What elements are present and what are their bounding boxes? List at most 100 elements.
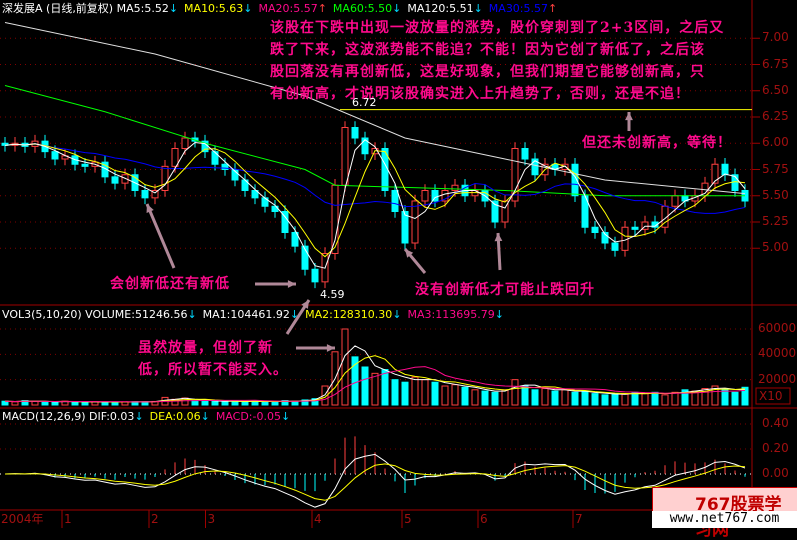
candle-body (491, 200, 499, 223)
arrow-down-icon: ↓ (280, 410, 291, 423)
candle-body (141, 190, 149, 199)
arrow-head-icon (494, 233, 503, 242)
candle-body (171, 148, 179, 167)
legend-label: MACD(12,26,9) DIF:0.03 (2, 410, 135, 423)
volume-bar (71, 401, 79, 406)
volume-bar (111, 401, 119, 406)
arrow-head-icon (405, 249, 414, 258)
candle-body (181, 137, 189, 149)
volume-bar (551, 390, 559, 406)
candle-body (591, 226, 599, 233)
legend-label: MA2:128310.30 (305, 308, 393, 321)
arrow-head-icon (146, 204, 154, 213)
candle-body (501, 200, 509, 223)
legend-item: VOL3(5,10,20) VOLUME:51246.56↓ (2, 308, 197, 321)
volume-bar (671, 391, 679, 406)
note-volume-2: 低，所以暂不能买入。 (138, 362, 288, 378)
tick-label: 5.75 (762, 161, 789, 176)
volume-bar (241, 401, 249, 406)
candle-body (151, 190, 159, 199)
tick-label: 0.20 (762, 441, 789, 455)
candle-body (571, 163, 579, 197)
arrow-down-icon: ↓ (200, 410, 210, 423)
volume-bar (681, 389, 689, 406)
note-new-low: 会创新低还有新低 (110, 276, 230, 292)
legend-item: DEA:0.06↓ (150, 410, 210, 423)
volume-bar (81, 401, 89, 406)
candle-body (251, 190, 259, 199)
volume-bar (471, 389, 479, 406)
legend-item: MA20:5.57↑ (258, 2, 326, 15)
ma120-line (4, 22, 746, 195)
volume-bar (571, 391, 579, 406)
volume-bar (511, 379, 519, 406)
vol-ma3-line (4, 366, 746, 403)
candle-body (401, 211, 409, 244)
legend-label: DEA:0.06 (149, 410, 201, 423)
volume-bar (341, 328, 349, 406)
volume-bar (311, 398, 319, 406)
candle-body (211, 151, 219, 165)
candle-body (721, 163, 729, 176)
main-annotation-line: 跌了下来，这波涨势能不能追？不能！因为它创了新低了，之后该 (270, 42, 705, 58)
volume-bar (741, 386, 749, 406)
arrow-down-icon: ↓ (289, 308, 300, 321)
candle-body (601, 232, 609, 244)
tick-label: 20000 (758, 371, 797, 386)
tick-label: 4 (314, 512, 322, 526)
volume-bar (201, 400, 209, 406)
volume-bar (351, 356, 359, 406)
arrow-down-icon: ↓ (187, 308, 197, 321)
legend-item: MA120:5.51↓ (407, 2, 482, 15)
legend-item: MA3:113695.79↓ (408, 308, 504, 321)
tick-label: 6.50 (762, 82, 789, 97)
volume-bar (561, 389, 569, 406)
arrow-head-icon (326, 344, 335, 352)
volume-bar (271, 401, 279, 406)
tick-label: 40000 (758, 346, 797, 361)
watermark-logo: 767股票学习网 (652, 487, 797, 540)
candle-body (441, 190, 449, 202)
legend-label: MA20:5.57 (258, 2, 318, 15)
candle-body (711, 163, 719, 184)
volume-header: VOL3(5,10,20) VOLUME:51246.56↓ MA1:104461… (2, 308, 510, 321)
note-volume-1: 虽然放量，但创了新 (138, 340, 273, 356)
tick-label: 7 (575, 512, 583, 526)
arrow-up-icon: ↑ (548, 2, 558, 15)
candle-body (291, 232, 299, 247)
volume-bar (621, 393, 629, 406)
note-no-new-high: 但还未创新高，等待！ (582, 135, 732, 151)
candle-body (411, 200, 419, 244)
volume-bar (651, 391, 659, 406)
volume-bar (731, 391, 739, 406)
legend-label: MA5:5.52 (116, 2, 169, 15)
candle-body (421, 190, 429, 202)
price-header: 深发展A (日线,前复权) MA5:5.52↓ MA10:5.63↓ MA20:5.… (2, 2, 563, 15)
arrow-head-icon (301, 300, 309, 309)
arrow-down-icon: ↓ (392, 2, 402, 15)
volume-bar (491, 391, 499, 406)
volume-bar (361, 366, 369, 406)
arrow-down-icon: ↓ (134, 410, 144, 423)
ma30-line (4, 143, 746, 214)
tick-label: 5 (404, 512, 412, 526)
volume-bar (721, 389, 729, 406)
volume-bar (21, 400, 29, 406)
volume-bar (601, 394, 609, 406)
candle-body (101, 161, 109, 178)
volume-bar (31, 400, 39, 406)
tick-label: 3 (207, 512, 216, 526)
arrow-down-icon: ↓ (473, 2, 483, 15)
high-price-label: 6.72 (352, 96, 377, 109)
legend-item: MA2:128310.30↓ (305, 308, 401, 321)
legend-item: MA1:104461.92↓ (203, 308, 299, 321)
legend-label: MA3:113695.79 (407, 308, 495, 321)
candle-body (451, 184, 459, 191)
arrow-up-icon: ↑ (317, 2, 327, 15)
legend-item: MA10:5.63↓ (184, 2, 252, 15)
volume-bar (381, 369, 389, 406)
legend-label: MA30:5.57 (488, 2, 549, 15)
legend-label: MA60:5.50 (332, 2, 393, 15)
volume-bar (51, 401, 59, 406)
tick-label: 2004年 (1, 512, 44, 526)
